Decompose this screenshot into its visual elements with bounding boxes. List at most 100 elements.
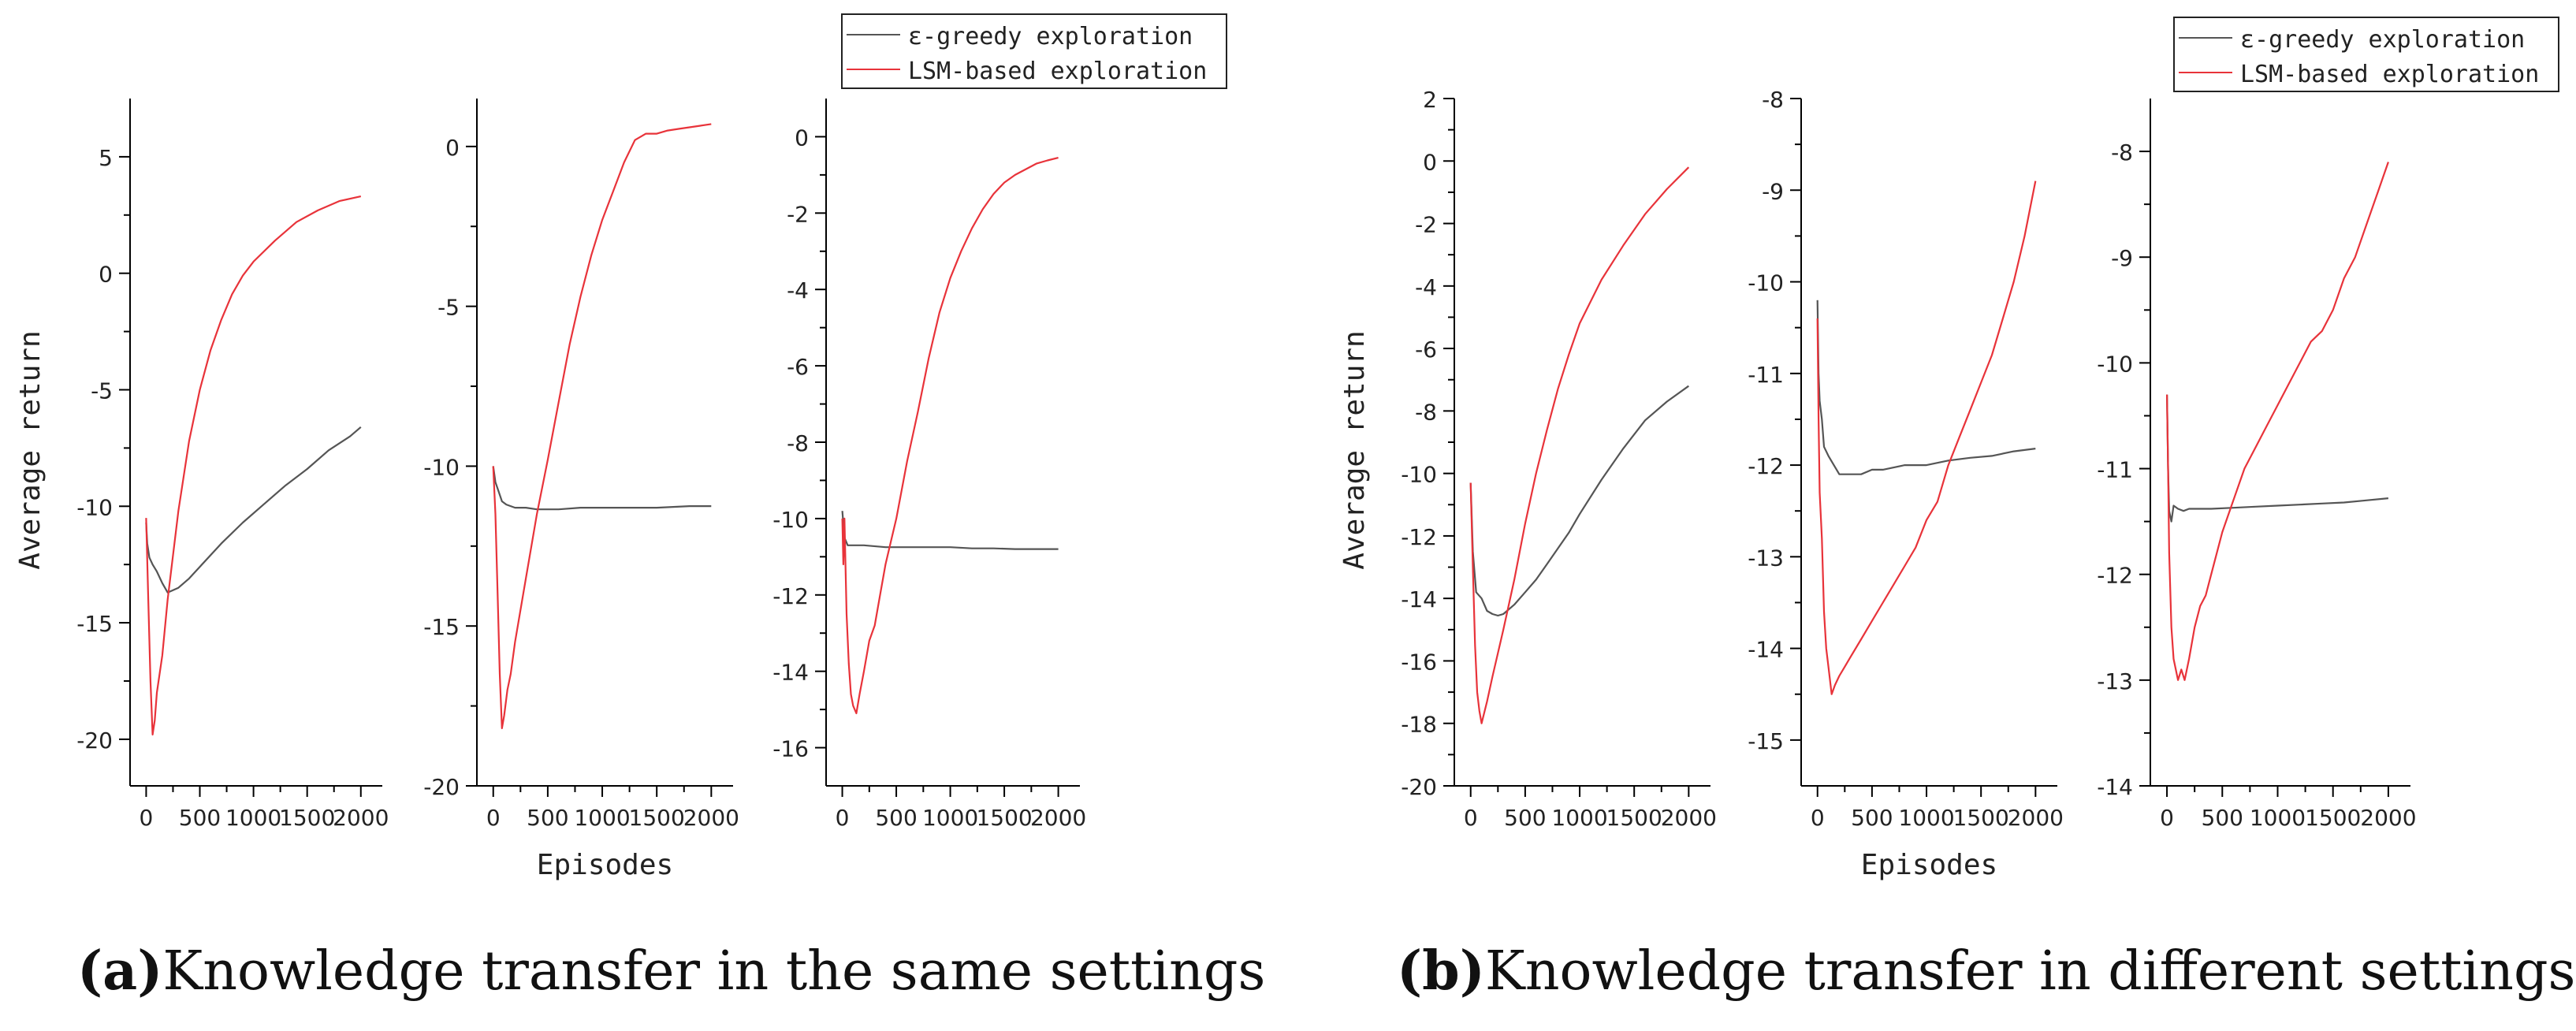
- y-tick-label-b2: -12: [1748, 453, 1784, 479]
- x-tick-label-a1: 500: [179, 805, 221, 831]
- caption-a: (a)Knowledge transfer in the same settin…: [77, 940, 1265, 1003]
- y-tick-label-a2: -10: [423, 454, 460, 480]
- x-tick-label-b2: 2000: [2008, 805, 2064, 831]
- series-line-lsm-b3: [2166, 162, 2389, 681]
- y-tick-label-b1: -12: [1401, 524, 1437, 550]
- y-tick-label-b1: -10: [1401, 462, 1437, 488]
- y-tick-label-b3: -14: [2097, 774, 2133, 800]
- y-tick-label-b3: -10: [2097, 351, 2133, 377]
- y-tick-label-a2: 0: [445, 135, 460, 161]
- x-tick-label-b1: 1000: [1551, 805, 1607, 831]
- y-tick-label-a1: -20: [76, 728, 113, 754]
- legend-b-box: [2173, 17, 2559, 92]
- y-axis-label-a1: Average return: [14, 330, 47, 569]
- x-tick-label-b3: 2000: [2360, 805, 2416, 831]
- y-tick-label-a2: -5: [437, 295, 460, 321]
- y-tick-label-b2: -9: [1762, 178, 1784, 204]
- caption-a-label: (a): [77, 940, 163, 1003]
- series-line-lsm-a3: [841, 157, 1059, 715]
- y-tick-label-a3: 0: [795, 125, 809, 151]
- y-tick-label-a1: -5: [91, 378, 113, 404]
- x-tick-label-b1: 0: [1464, 805, 1478, 831]
- y-tick-label-b2: -15: [1748, 728, 1784, 754]
- y-axis-label-b1: Average return: [1338, 330, 1371, 569]
- y-tick-label-b3: -13: [2097, 668, 2133, 694]
- y-tick-label-b1: -2: [1415, 212, 1437, 238]
- x-tick-label-a2: 1500: [629, 805, 685, 831]
- y-tick-label-b1: -20: [1401, 774, 1437, 800]
- series-line-greedy-b2: [1816, 300, 2036, 475]
- x-tick-label-a1: 1500: [279, 805, 335, 831]
- caption-b-text: Knowledge transfer in different settings: [1484, 940, 2576, 1003]
- x-tick-label-a3: 2000: [1030, 805, 1086, 831]
- series-line-lsm-a2: [492, 123, 712, 730]
- y-tick-label-a2: -15: [423, 614, 460, 640]
- y-tick-label-a3: -14: [772, 660, 809, 686]
- y-tick-label-a1: 0: [99, 262, 113, 288]
- x-tick-label-a1: 0: [140, 805, 154, 831]
- y-tick-label-b3: -12: [2097, 563, 2133, 589]
- y-tick-label-b2: -13: [1748, 545, 1784, 571]
- y-tick-label-b1: -16: [1401, 649, 1437, 675]
- series-line-greedy-b3: [2166, 394, 2389, 523]
- y-tick-label-b2: -11: [1748, 362, 1784, 388]
- x-tick-label-a3: 1500: [976, 805, 1032, 831]
- y-tick-label-b2: -10: [1748, 270, 1784, 296]
- legend-a-lsm-label: LSM-based exploration: [908, 58, 1207, 85]
- x-axis-label-b2: Episodes: [1861, 849, 1997, 881]
- legend-a-box: [841, 13, 1227, 89]
- series-line-greedy-b1: [1469, 385, 1689, 617]
- series-line-greedy-a2: [492, 466, 712, 511]
- y-tick-label-a3: -8: [787, 430, 809, 456]
- legend-b-lsm-label: LSM-based exploration: [2240, 61, 2539, 88]
- x-axis-label-a2: Episodes: [537, 849, 673, 881]
- caption-a-text: Knowledge transfer in the same settings: [162, 940, 1266, 1003]
- x-tick-label-b3: 1500: [2305, 805, 2361, 831]
- x-tick-label-b1: 2000: [1661, 805, 1717, 831]
- caption-b-label: (b): [1397, 940, 1485, 1003]
- x-tick-label-b2: 1000: [1898, 805, 1954, 831]
- series-line-lsm-b2: [1816, 181, 2037, 695]
- x-tick-label-a3: 0: [836, 805, 850, 831]
- legend-b-greedy-label: ε-greedy exploration: [2240, 26, 2525, 54]
- x-tick-label-b3: 500: [2202, 805, 2243, 831]
- y-tick-label-b3: -9: [2111, 245, 2133, 271]
- x-tick-label-b3: 1000: [2250, 805, 2306, 831]
- y-tick-label-a1: -15: [76, 611, 113, 637]
- y-tick-label-b1: -14: [1401, 586, 1437, 612]
- caption-b: (b)Knowledge transfer in different setti…: [1397, 940, 2575, 1003]
- legend-a: ε-greedy exploration LSM-based explorati…: [841, 13, 1227, 89]
- x-tick-label-a2: 0: [486, 805, 501, 831]
- y-tick-label-b3: -8: [2111, 140, 2133, 166]
- x-tick-label-b2: 0: [1811, 805, 1825, 831]
- y-tick-label-b2: -14: [1748, 637, 1784, 663]
- legend-a-greedy-label: ε-greedy exploration: [908, 23, 1193, 50]
- x-tick-label-a2: 2000: [683, 805, 739, 831]
- y-tick-label-a3: -4: [787, 277, 809, 303]
- x-tick-label-b1: 1500: [1606, 805, 1662, 831]
- y-tick-label-b2: -8: [1762, 87, 1784, 113]
- series-line-lsm-a1: [145, 195, 362, 736]
- y-tick-label-a2: -20: [423, 774, 460, 800]
- series-line-greedy-a1: [145, 426, 362, 594]
- y-tick-label-a3: -10: [772, 507, 809, 533]
- y-tick-label-a1: -10: [76, 494, 113, 520]
- y-tick-label-b1: -8: [1415, 399, 1437, 425]
- y-tick-label-b1: -6: [1415, 337, 1437, 363]
- y-tick-label-a3: -12: [772, 583, 809, 609]
- x-tick-label-b3: 0: [2160, 805, 2174, 831]
- series-line-lsm-b1: [1469, 166, 1690, 724]
- y-tick-label-b1: -4: [1415, 274, 1437, 300]
- y-tick-label-b1: 2: [1423, 87, 1437, 113]
- x-tick-label-b2: 500: [1851, 805, 1893, 831]
- y-tick-label-a3: -16: [772, 736, 809, 762]
- y-tick-label-a3: -2: [787, 201, 809, 227]
